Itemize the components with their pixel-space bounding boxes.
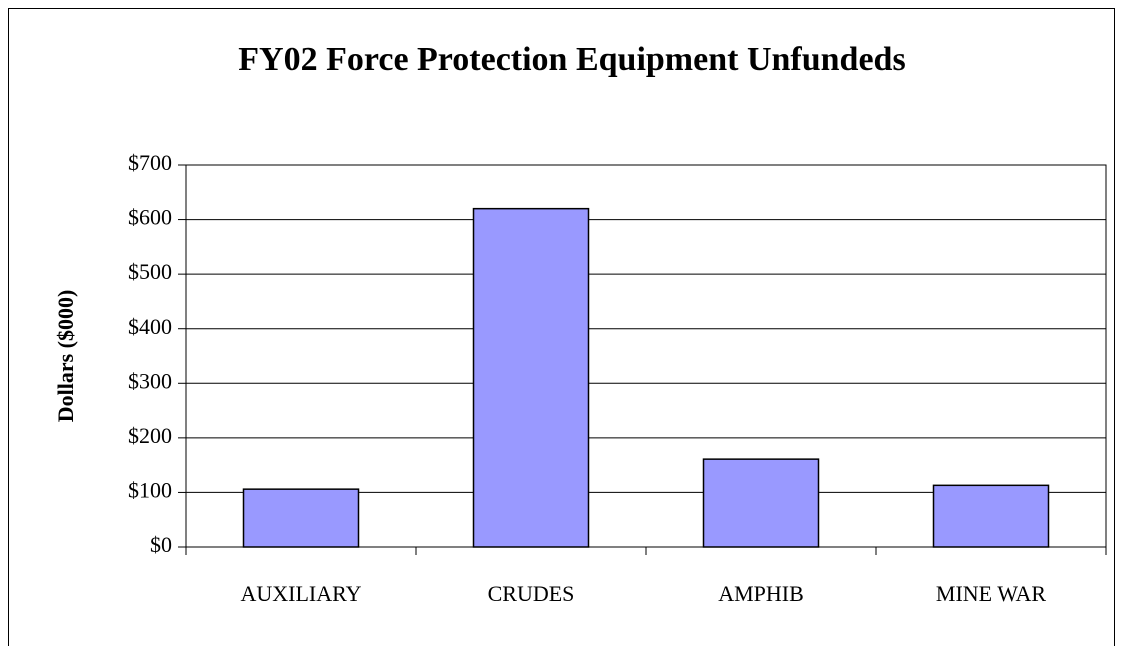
- y-tick-label: $700: [128, 150, 172, 175]
- y-tick-label: $0: [150, 532, 172, 557]
- x-tick-label: MINE WAR: [936, 581, 1047, 606]
- chart-title: FY02 Force Protection Equipment Unfunded…: [238, 41, 905, 78]
- y-tick-label: $200: [128, 423, 172, 448]
- y-tick-label: $600: [128, 205, 172, 230]
- y-tick-label: $500: [128, 259, 172, 284]
- bar: [932, 484, 1050, 548]
- x-tick-label: AUXILIARY: [241, 581, 362, 606]
- y-tick-label: $400: [128, 314, 172, 339]
- bar: [242, 488, 360, 548]
- y-tick-label: $300: [128, 368, 172, 393]
- x-tick-label: CRUDES: [488, 581, 575, 606]
- bar: [702, 458, 820, 548]
- y-axis-label: Dollars ($000): [53, 290, 78, 423]
- x-tick-label: AMPHIB: [718, 581, 804, 606]
- bar: [472, 207, 590, 548]
- y-tick-label: $100: [128, 477, 172, 502]
